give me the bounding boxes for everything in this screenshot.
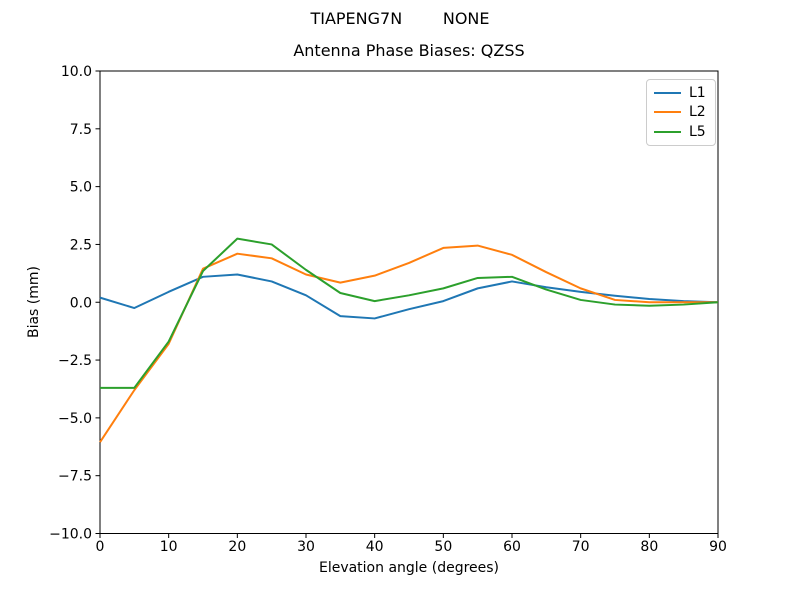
- legend-item-l1: L1: [647, 86, 715, 100]
- y-tick-label: −10.0: [49, 527, 92, 543]
- y-tick-label: −2.5: [58, 353, 92, 369]
- x-tick-label: 10: [160, 539, 178, 555]
- legend-label-l5: L5: [689, 124, 706, 141]
- x-tick-label: 70: [572, 539, 590, 555]
- series-line-l1: [99, 273, 719, 320]
- legend-label-l1: L1: [689, 84, 706, 101]
- x-tick-label: 80: [640, 539, 658, 555]
- l5-line-swatch-icon: [654, 131, 681, 134]
- chart-title: Antenna Phase Biases: QZSS: [293, 41, 525, 60]
- series-line-l5: [100, 237, 719, 389]
- x-tick-label: 90: [709, 539, 727, 555]
- series-line-l2: [99, 244, 718, 443]
- x-tick-label: 20: [228, 539, 246, 555]
- x-tick-label: 30: [297, 539, 315, 555]
- axes-spines: [99, 70, 719, 534]
- y-tick-label: 0.0: [70, 295, 92, 311]
- x-axis-label: Elevation angle (degrees): [319, 560, 499, 576]
- legend: L1 L2 L5: [646, 79, 716, 146]
- legend-item-l5: L5: [647, 125, 715, 139]
- y-tick-label: −5.0: [58, 411, 92, 427]
- l2-line-swatch-icon: [654, 111, 681, 114]
- l1-line-swatch-icon: [654, 91, 681, 94]
- x-tick-label: 40: [366, 539, 384, 555]
- x-tick-label: 50: [434, 539, 452, 555]
- y-tick-label: 7.5: [70, 122, 92, 138]
- y-tick-label: −7.5: [58, 469, 92, 485]
- legend-item-l2: L2: [647, 105, 715, 119]
- figure-suptitle: TIAPENG7N NONE: [310, 9, 490, 28]
- y-axis-label: Bias (mm): [26, 266, 42, 338]
- y-tick-label: 5.0: [70, 180, 92, 196]
- y-tick-label: 10.0: [61, 64, 92, 80]
- x-tick-label: 60: [503, 539, 521, 555]
- y-tick-label: 2.5: [70, 237, 92, 253]
- x-tick-label: 0: [96, 539, 105, 555]
- legend-label-l2: L2: [689, 104, 706, 121]
